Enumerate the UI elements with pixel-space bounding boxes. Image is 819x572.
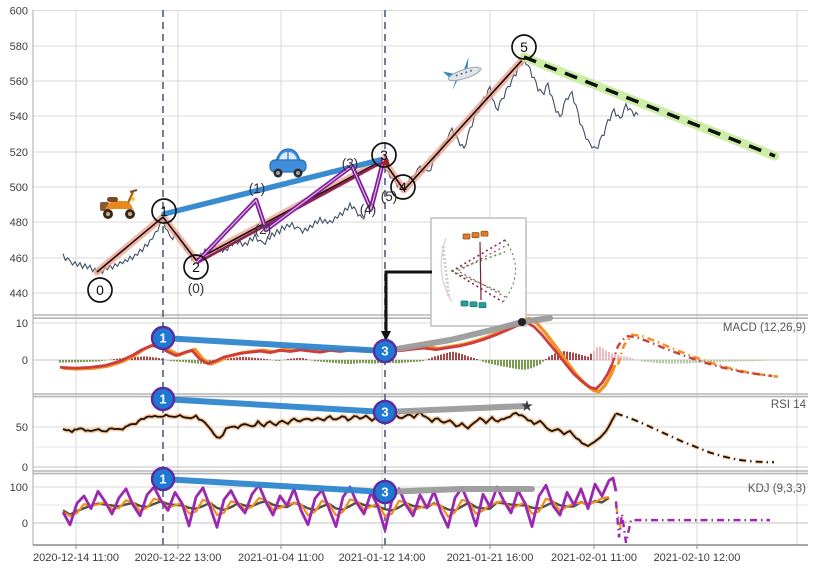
svg-text:1: 1 [159,392,166,407]
wave3-marker [380,158,390,166]
rsi-blue-trendline [160,396,388,415]
y-tick-label: 600 [10,6,28,18]
svg-text:2: 2 [192,259,200,275]
y-tick-label: 0 [22,462,28,474]
scooter-icon [100,189,138,219]
y-tick-label: 540 [10,111,28,123]
svg-text:3: 3 [380,147,388,163]
y-tick-label: 560 [10,76,28,88]
svg-text:3: 3 [381,344,388,359]
subwave-zigzag-inner [196,157,385,263]
rsi-marker-1[interactable]: 1 [150,386,176,412]
x-tick-label: 2021-02-01 11:00 [551,552,637,564]
y-tick-label: 0 [22,518,28,530]
kdj-panel-label: KDJ (9,3,3) [748,483,806,495]
y-tick-label: 500 [10,182,28,194]
main-blue-trendline [161,157,383,217]
macd-line [59,320,614,391]
macd-signal-forecast [616,333,779,378]
kdj-k-line [62,496,610,518]
subwave-label: (1) [249,181,266,196]
y-tick-label: 10 [16,318,28,330]
wave-pattern-inset[interactable] [430,217,527,327]
y-tick-label: 580 [10,41,28,53]
svg-text:1: 1 [159,331,166,346]
svg-text:0: 0 [96,282,104,298]
forecast-dashed-line [523,55,776,158]
axis-labels: 6005805605405205004804604401005001000202… [10,6,741,565]
subwave-label: (5) [381,189,398,204]
rsi-forecast-glow [615,411,774,465]
svg-text:5: 5 [520,39,528,55]
y-tick-label: 100 [10,482,28,494]
kdj-marker-3[interactable]: 3 [372,479,398,505]
subwave-label: (2) [255,222,272,237]
wave-circle-0[interactable]: 0 [87,277,113,303]
svg-text:3: 3 [381,485,388,500]
x-tick-label: 2021-01-04 11:00 [238,552,324,564]
connector-arrow [384,270,432,334]
x-tick-label: 2020-12-22 13:00 [135,552,222,564]
rsi-forecast [615,412,774,464]
macd-forecast [610,334,773,378]
macd-blue-trendline [160,335,388,354]
wave-circle-4[interactable]: 4 [390,174,416,200]
macd-marker-3[interactable]: 3 [372,338,398,364]
macd-marker-1[interactable]: 1 [150,325,176,351]
subwave-label: (0) [188,281,205,296]
connector-arrowhead [381,331,391,341]
rsi-panel-label: RSI 14 [771,399,807,411]
wave-circle-2[interactable]: 2 [183,254,209,280]
y-tick-label: 440 [10,288,28,300]
wave-circle-1[interactable]: 1 [151,198,177,224]
wave-circle-5[interactable]: 5 [511,34,537,60]
kdj-forecast [614,501,770,544]
rsi-line [62,410,617,448]
y-tick-label: 520 [10,147,28,159]
y-tick-label: 0 [22,355,28,367]
svg-text:1: 1 [159,472,166,487]
rsi-star-marker: ★ [520,398,533,415]
x-tick-label: 2021-02-10 12:00 [654,552,741,564]
y-tick-label: 460 [10,253,28,265]
svg-text:4: 4 [399,179,407,195]
svg-text:3: 3 [381,405,388,420]
airplane-icon [442,56,482,91]
subwave-label: (3) [342,156,359,171]
wave-circle-3[interactable]: 3 [371,142,397,168]
macd-panel-label: MACD (12,26,9) [723,322,806,334]
y-tick-label: 480 [10,217,28,229]
kdj-gray-trendline [382,486,535,495]
kdj-blue-trendline [160,476,388,495]
car-icon [269,148,307,178]
macd-dot-marker [518,318,526,326]
kdj-marker-1[interactable]: 1 [150,466,176,492]
rsi-marker-3[interactable]: 3 [372,399,398,425]
subwave-label: (4) [360,202,377,217]
svg-text:1: 1 [160,203,168,219]
x-tick-label: 2021-01-12 14:00 [339,552,426,564]
macd-signal-line [62,316,617,394]
macd-gray-trendline [382,315,553,354]
y-tick-label: 50 [16,422,28,434]
x-tick-label: 2021-01-21 16:00 [447,552,534,564]
kdj-j-line [61,476,618,532]
gridlines [32,10,808,549]
rsi-gray-trendline [382,403,528,415]
x-tick-label: 2020-12-14 11:00 [33,552,119,564]
